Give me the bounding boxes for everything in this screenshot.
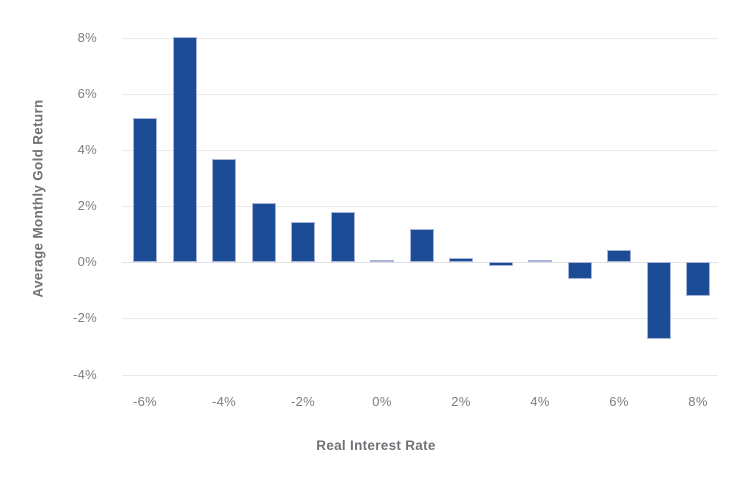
- bar-x-5pct: [567, 262, 592, 280]
- gridline: [122, 150, 718, 152]
- y-axis-title: Average Monthly Gold Return: [30, 99, 46, 298]
- gridline: [122, 37, 718, 39]
- bar-x-6pct: [607, 249, 631, 263]
- bar-x-0pct: [370, 259, 394, 263]
- bar-x--6pct: [133, 117, 157, 263]
- x-tick-label: 4%: [530, 394, 550, 409]
- bar-x-4pct: [528, 259, 552, 263]
- bar-x--5pct: [172, 36, 197, 263]
- x-tick-label: -6%: [132, 394, 158, 409]
- x-tick-label: -2%: [290, 394, 316, 409]
- x-axis-title: Real Interest Rate: [316, 438, 436, 453]
- y-tick-label: 8%: [77, 29, 97, 45]
- bar-x--4pct: [212, 158, 236, 263]
- y-tick-label: -2%: [72, 310, 97, 326]
- gridline: [122, 206, 718, 208]
- bar-x-1pct: [409, 228, 434, 263]
- y-tick-label: 6%: [77, 86, 97, 101]
- y-tick-label: -4%: [72, 366, 97, 382]
- y-tick-label: 2%: [77, 198, 97, 214]
- gridline: [122, 94, 718, 95]
- x-tick-label: 6%: [609, 394, 629, 409]
- x-tick-label: 0%: [372, 394, 392, 409]
- gridline: [122, 318, 718, 320]
- bar-x-2pct: [449, 258, 473, 263]
- y-tick-label: 4%: [77, 142, 97, 158]
- y-tick-label: 0%: [77, 254, 97, 270]
- bar-x--3pct: [251, 203, 276, 263]
- bar-x-3pct: [488, 262, 513, 267]
- bar-x--1pct: [330, 211, 355, 263]
- x-tick-label: -4%: [211, 394, 237, 409]
- x-tick-label: 8%: [688, 394, 708, 409]
- gridline: [122, 374, 718, 376]
- bar-x--2pct: [291, 221, 315, 263]
- bar-x-7pct: [646, 262, 671, 340]
- zero-gridline: [122, 262, 718, 264]
- bar-x-8pct: [686, 262, 710, 296]
- x-tick-label: 2%: [451, 394, 471, 409]
